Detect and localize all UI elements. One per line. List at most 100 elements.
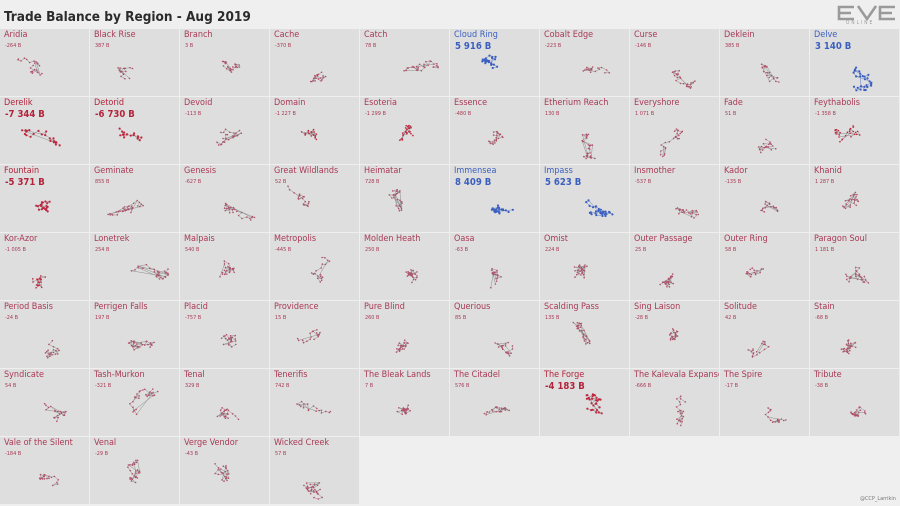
map-system-dot xyxy=(490,56,494,59)
map-system-dot xyxy=(238,64,240,66)
map-system-dot xyxy=(668,278,670,280)
map-system-dot xyxy=(848,277,851,279)
map-system-dot xyxy=(46,357,49,359)
map-system-dot xyxy=(752,353,754,355)
map-system-dot xyxy=(313,131,315,133)
map-system-dot xyxy=(130,211,132,214)
map-link xyxy=(583,67,587,72)
map-system-dot xyxy=(858,70,861,73)
region-trade-balance: 387 B xyxy=(95,43,110,49)
map-link xyxy=(506,351,512,354)
map-system-dot xyxy=(236,134,239,137)
map-system-dot xyxy=(398,407,400,409)
map-system-dot xyxy=(493,210,496,213)
map-system-dot xyxy=(765,138,767,141)
map-link xyxy=(222,272,227,275)
map-system-dot xyxy=(227,477,230,479)
map-system-dot xyxy=(48,475,50,478)
map-system-dot xyxy=(669,339,672,341)
map-system-dot xyxy=(496,406,498,408)
map-system-dot xyxy=(588,145,591,147)
map-system-dot xyxy=(496,269,498,272)
region-name: Deklein xyxy=(724,30,755,40)
map-system-dot xyxy=(133,349,135,351)
map-system-dot xyxy=(501,347,503,349)
map-system-dot xyxy=(224,204,227,207)
region-name: Domain xyxy=(274,98,306,108)
map-system-dot xyxy=(234,63,237,66)
map-system-dot xyxy=(574,276,576,278)
map-system-dot xyxy=(774,421,776,423)
map-system-dot xyxy=(496,204,500,207)
map-system-dot xyxy=(583,266,585,269)
region-cell: Delve 3 140 B xyxy=(810,29,899,96)
map-system-dot xyxy=(838,136,840,138)
map-system-dot xyxy=(679,77,682,79)
map-system-dot xyxy=(495,136,497,139)
map-system-dot xyxy=(671,335,674,338)
map-system-dot xyxy=(765,145,768,148)
map-system-dot xyxy=(123,67,125,70)
map-system-dot xyxy=(139,472,141,474)
region-name: Curse xyxy=(634,30,658,40)
map-system-dot xyxy=(859,134,861,136)
region-map xyxy=(659,273,674,288)
map-system-dot xyxy=(118,69,121,72)
map-system-dot xyxy=(588,211,591,214)
map-system-dot xyxy=(407,67,409,69)
map-link xyxy=(584,69,596,72)
map-system-dot xyxy=(759,271,761,274)
map-system-dot xyxy=(664,280,667,283)
map-system-dot xyxy=(111,213,113,216)
map-link xyxy=(317,493,323,498)
map-system-dot xyxy=(404,408,406,410)
map-system-dot xyxy=(231,208,234,211)
map-system-dot xyxy=(316,277,319,280)
map-system-dot xyxy=(753,271,756,274)
map-system-dot xyxy=(127,466,129,468)
map-system-dot xyxy=(423,63,425,66)
map-system-dot xyxy=(587,397,591,400)
map-system-dot xyxy=(157,274,159,277)
map-system-dot xyxy=(591,206,595,209)
map-link xyxy=(308,405,314,410)
map-system-dot xyxy=(689,213,692,215)
map-system-dot xyxy=(119,134,122,137)
map-system-dot xyxy=(748,273,751,275)
map-system-dot xyxy=(511,208,514,211)
map-system-dot xyxy=(220,337,223,340)
map-system-dot xyxy=(34,62,36,64)
region-map xyxy=(760,200,779,213)
map-link xyxy=(851,194,856,200)
map-system-dot xyxy=(678,401,681,403)
region-cell: The Forge -4 183 B xyxy=(540,369,629,436)
map-system-dot xyxy=(676,335,679,337)
map-link xyxy=(492,274,496,285)
map-system-dot xyxy=(398,209,401,212)
map-system-dot xyxy=(760,63,763,65)
map-system-dot xyxy=(135,461,138,464)
map-system-dot xyxy=(683,210,685,213)
map-system-dot xyxy=(127,208,130,211)
map-system-dot xyxy=(139,205,141,208)
map-system-dot xyxy=(137,345,139,348)
region-map xyxy=(572,321,591,345)
map-system-dot xyxy=(225,68,228,70)
map-system-dot xyxy=(508,409,510,412)
region-trade-balance: 15 B xyxy=(275,315,287,321)
map-system-dot xyxy=(401,132,404,134)
map-system-dot xyxy=(309,493,312,495)
map-system-dot xyxy=(319,281,322,283)
map-system-dot xyxy=(672,137,675,140)
map-system-dot xyxy=(436,62,438,65)
region-map xyxy=(850,406,867,418)
map-link xyxy=(676,406,681,411)
map-system-dot xyxy=(677,410,679,413)
map-system-dot xyxy=(138,390,141,393)
map-system-dot xyxy=(224,271,227,273)
region-cell: Genesis -627 B xyxy=(180,165,269,232)
region-name: Kor-Azor xyxy=(4,234,38,244)
map-system-dot xyxy=(694,80,696,82)
map-system-dot xyxy=(493,208,496,211)
map-system-dot xyxy=(398,191,401,193)
